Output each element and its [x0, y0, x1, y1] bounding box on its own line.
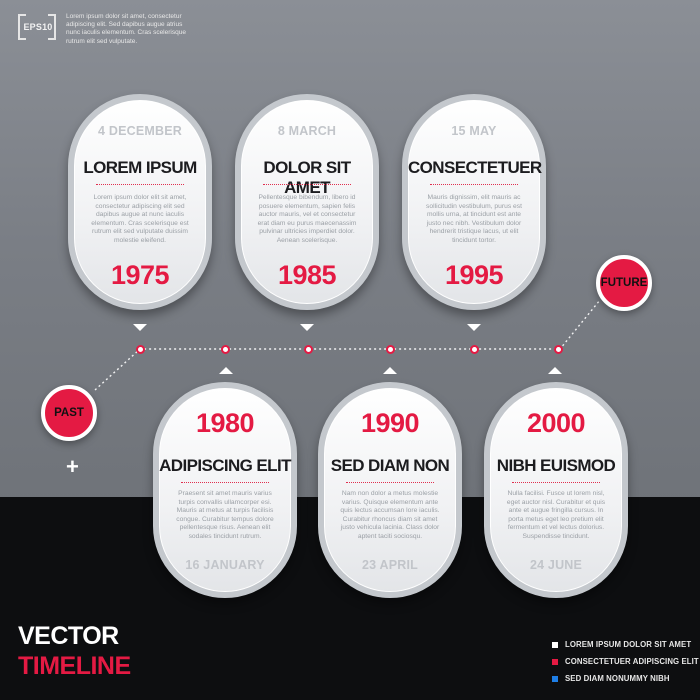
dotted-divider	[181, 482, 269, 483]
future-badge: FUTURE	[596, 255, 652, 311]
dotted-divider	[430, 184, 518, 185]
card-body: Lorem ipsum dolor elit sit amet, consect…	[91, 194, 189, 244]
card-body: Pellentesque bibendum, libero id posuere…	[257, 194, 357, 244]
timeline-card-1980: 1980 ADIPISCING ELIT Praesent sit amet m…	[153, 382, 297, 598]
timeline-node	[470, 345, 479, 354]
card-year: 1995	[444, 260, 504, 290]
timeline-node	[221, 345, 230, 354]
pointer-up-triangle	[219, 367, 233, 374]
card-body: Mauris dignissim, elit mauris ac sollici…	[426, 194, 522, 244]
footer-title: VECTOR	[18, 622, 119, 650]
card-date: 23 APRIL	[361, 558, 418, 572]
pointer-down-triangle	[300, 324, 314, 331]
pointer-down-triangle	[133, 324, 147, 331]
card-body: Nulla facilisi. Fusce ut lorem nisl, ege…	[506, 490, 606, 540]
timeline-node	[136, 345, 145, 354]
timeline-card-1985: 8 MARCH DOLOR SIT AMET Pellentesque bibe…	[235, 94, 379, 310]
eps-bracket-right	[48, 14, 56, 40]
legend-swatch	[552, 659, 558, 665]
footer-subtitle: TIMELINE	[18, 652, 131, 680]
timeline-card-2000: 2000 NIBH EUISMOD Nulla facilisi. Fusce …	[484, 382, 628, 598]
card-date: 16 JANUARY	[185, 558, 265, 572]
header-description: Lorem ipsum dolor sit amet, consectetur …	[66, 13, 186, 45]
timeline-node	[554, 345, 563, 354]
card-date: 15 MAY	[451, 124, 497, 138]
card-year: 1990	[360, 408, 420, 438]
legend-swatch	[552, 676, 558, 682]
card-body: Praesent sit amet mauris varius turpis c…	[176, 490, 274, 540]
pointer-up-triangle	[383, 367, 397, 374]
card-body: Nam non dolor a metus molestie varius. Q…	[340, 490, 440, 540]
card-title: ADIPISCING ELIT	[159, 456, 291, 475]
timeline-card-1990: 1990 SED DIAM NON Nam non dolor a metus …	[318, 382, 462, 598]
timeline-node	[386, 345, 395, 354]
plus-icon: +	[66, 454, 79, 479]
pointer-up-triangle	[548, 367, 562, 374]
card-year: 1980	[195, 408, 255, 438]
legend-label: CONSECTETUER ADIPISCING ELIT	[565, 657, 699, 666]
card-date: 8 MARCH	[277, 124, 337, 138]
card-year: 2000	[526, 408, 586, 438]
dotted-divider	[96, 184, 184, 185]
pointer-down-triangle	[467, 324, 481, 331]
card-title: DOLOR SIT AMET	[263, 158, 351, 197]
timeline-card-1975: 4 DECEMBER LOREM IPSUM Lorem ipsum dolor…	[68, 94, 212, 310]
dotted-divider	[512, 482, 600, 483]
card-title: LOREM IPSUM	[83, 158, 197, 177]
card-title: NIBH EUISMOD	[496, 456, 616, 475]
timeline-node	[304, 345, 313, 354]
card-date: 4 DECEMBER	[98, 124, 182, 138]
legend-swatch	[552, 642, 558, 648]
card-title: CONSECTETUER	[408, 158, 542, 177]
past-badge: PAST	[41, 385, 97, 441]
eps-bracket-left	[18, 14, 26, 40]
card-title: SED DIAM NON	[330, 456, 450, 475]
dotted-divider	[263, 184, 351, 185]
card-year: 1985	[277, 260, 337, 290]
legend-label: LOREM IPSUM DOLOR SIT AMET	[565, 640, 692, 649]
dotted-divider	[346, 482, 434, 483]
eps-badge: EPS10	[23, 22, 53, 32]
legend-label: SED DIAM NONUMMY NIBH	[565, 674, 670, 683]
card-date: 24 JUNE	[529, 558, 583, 572]
timeline-card-1995: 15 MAY CONSECTETUER Mauris dignissim, el…	[402, 94, 546, 310]
card-year: 1975	[110, 260, 170, 290]
